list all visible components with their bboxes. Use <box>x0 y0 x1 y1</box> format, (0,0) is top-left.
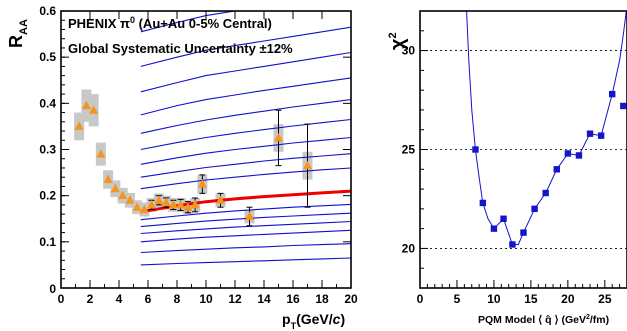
left-xtick-label-9: 18 <box>315 292 329 306</box>
data-point-15 <box>183 202 193 211</box>
left-xtick-label-8: 16 <box>286 292 300 306</box>
left-xtick-label-7: 14 <box>257 292 271 306</box>
data-point-11 <box>154 195 164 204</box>
left-xtick-label-0: 0 <box>58 292 65 306</box>
left-xtick-label-3: 6 <box>145 292 152 306</box>
data-points <box>74 100 312 220</box>
right-xtick-label-1: 5 <box>454 292 461 306</box>
left-xtick-label-5: 10 <box>199 292 213 306</box>
chi2-point-7 <box>542 189 549 197</box>
chi2-point-3 <box>500 215 507 222</box>
chi2-point-8 <box>553 166 560 173</box>
right-ytick-label-2: 30 <box>402 44 416 58</box>
chi2-point-4 <box>509 241 516 248</box>
chi2-point-9 <box>564 150 572 157</box>
data-point-21 <box>303 160 312 170</box>
left-xtick-label-4: 8 <box>174 292 181 306</box>
right-xtick-label-0: 0 <box>417 292 424 306</box>
left-ytick-label-2: 0.3 <box>39 143 56 157</box>
left-xlabel: pT(GeV/c) <box>282 311 345 331</box>
chi2-point-12 <box>597 132 605 139</box>
data-point-2 <box>89 105 99 114</box>
data-point-1 <box>81 100 91 110</box>
right-xtick-label-2: 10 <box>487 292 501 306</box>
left-xtick-label-6: 12 <box>228 292 242 306</box>
right-xtick-label-3: 15 <box>524 292 538 306</box>
chi2-point-14 <box>620 102 627 110</box>
chi2-line <box>466 11 627 245</box>
model-curve-4 <box>140 99 351 134</box>
data-point-7 <box>125 195 135 204</box>
model-curves <box>140 11 351 266</box>
data-point-0 <box>74 121 84 130</box>
right-ylabel: χ2 <box>387 32 409 50</box>
chi2-point-11 <box>586 130 594 137</box>
model-curve-13 <box>140 243 351 254</box>
right-tick-labels: 0 5 10 15 20 25 20 25 30 <box>402 44 612 306</box>
data-point-5 <box>110 183 120 193</box>
chi2-points <box>472 90 627 248</box>
chi2-point-6 <box>531 205 538 213</box>
data-point-3 <box>96 149 106 158</box>
chi2-point-5 <box>520 229 527 236</box>
annotation-line1: PHENIX π0 (Au+Au 0-5% Central) <box>68 15 272 31</box>
model-curve-0 <box>140 11 351 33</box>
left-ylabel: RAA <box>6 19 30 48</box>
right-xtick-label-4: 20 <box>561 292 575 306</box>
model-curve-3 <box>140 77 351 116</box>
model-curve-12 <box>140 229 351 243</box>
data-point-20 <box>274 132 283 142</box>
left-ytick-label-3: 0.4 <box>39 96 56 110</box>
data-point-19 <box>245 211 254 220</box>
right-chart: 0 5 10 15 20 25 20 25 30 χ2 PQM Model ⟨ q̂ ⟩ (Ge… <box>387 10 627 326</box>
chi2-point-2 <box>490 225 498 232</box>
right-ticks <box>419 30 621 288</box>
model-curve-11 <box>140 220 351 235</box>
data-point-16 <box>190 199 200 209</box>
chi2-point-13 <box>609 90 616 98</box>
annotation-line2: Global Systematic Uncertainty ±12% <box>68 41 293 56</box>
chi2-curve <box>466 11 627 245</box>
data-point-10 <box>147 199 157 209</box>
model-curve-1 <box>140 26 351 67</box>
model-curve-5 <box>140 118 351 151</box>
model-curve-7 <box>140 153 351 178</box>
data-point-9 <box>139 204 149 214</box>
right-xtick-label-5: 25 <box>598 292 612 306</box>
model-curve-8 <box>140 167 351 190</box>
right-ytick-label-0: 20 <box>402 241 416 255</box>
left-tick-labels: 0 2 4 6 8 10 12 14 16 18 20 0.1 0.2 0.3 0.4 0.5 0.6 0 <box>39 4 358 306</box>
left-origin-label: 0 <box>49 282 56 296</box>
left-ytick-label-1: 0.2 <box>39 189 56 203</box>
chi2-point-0 <box>472 146 479 153</box>
left-chart: 0 2 4 6 8 10 12 14 16 18 20 0.1 0.2 0.3 0.4 0.5 0.6 0 PHE… <box>6 4 358 331</box>
left-ytick-label-4: 0.5 <box>39 50 56 64</box>
chi2-point-1 <box>479 199 487 207</box>
data-point-17 <box>197 179 207 188</box>
data-point-4 <box>103 174 113 184</box>
data-point-18 <box>216 195 225 204</box>
data-point-14 <box>176 199 186 209</box>
left-ytick-label-5: 0.6 <box>39 4 56 18</box>
left-xtick-label-1: 2 <box>87 292 94 306</box>
chi2-point-10 <box>575 152 583 159</box>
right-ytick-label-1: 25 <box>402 143 416 157</box>
left-ytick-label-0: 0.1 <box>39 235 56 249</box>
model-curve-14 <box>140 257 351 266</box>
data-point-12 <box>161 197 171 207</box>
right-xlabel: PQM Model ⟨ q̂ ⟩ (GeV2/fm) <box>478 314 609 326</box>
left-ticks <box>60 10 352 288</box>
model-curve-6 <box>140 136 351 165</box>
data-point-6 <box>118 190 128 200</box>
left-xtick-label-10: 20 <box>344 292 358 306</box>
data-point-8 <box>132 202 142 211</box>
model-curve-2 <box>140 51 351 93</box>
data-point-13 <box>168 199 178 209</box>
left-xtick-label-2: 4 <box>116 292 123 306</box>
right-gridlines <box>420 50 627 249</box>
